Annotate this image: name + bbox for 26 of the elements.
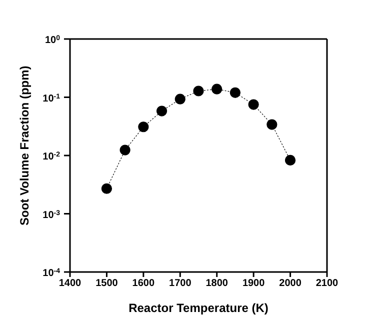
- point: [266, 119, 278, 130]
- x-tick-label: 1600: [132, 278, 155, 290]
- point: [284, 154, 296, 166]
- y-tick-label: 10$^{-1}$: [42, 92, 60, 104]
- x-tick-label: 2100: [316, 278, 339, 290]
- y-tick-label: 10$^{0}$: [44, 34, 60, 46]
- y-tick-label: 10$^{-2}$: [42, 151, 60, 162]
- point: [101, 183, 112, 194]
- x-tick-label: 1400: [58, 278, 82, 290]
- y-tick-label: 10$^{-3}$: [42, 209, 60, 221]
- point: [120, 144, 130, 156]
- point: [212, 84, 222, 94]
- point: [248, 99, 259, 110]
- x-tick-label: 1900: [242, 278, 266, 290]
- point: [230, 87, 241, 98]
- x-tick-label: 1700: [169, 278, 192, 290]
- point: [156, 106, 168, 116]
- y-tick-label: 10$^{-4}$: [42, 268, 60, 279]
- point: [174, 94, 186, 104]
- x-tick-label: 2000: [279, 278, 302, 290]
- x-tick-label: 1800: [206, 278, 228, 290]
- y-axis-title: Soot Volume Fraction (ppm): [17, 66, 32, 226]
- point: [193, 86, 204, 96]
- x-axis-title: Reactor Temperature (K): [128, 301, 268, 315]
- x-tick-label: 1500: [96, 278, 118, 290]
- point: [138, 122, 149, 132]
